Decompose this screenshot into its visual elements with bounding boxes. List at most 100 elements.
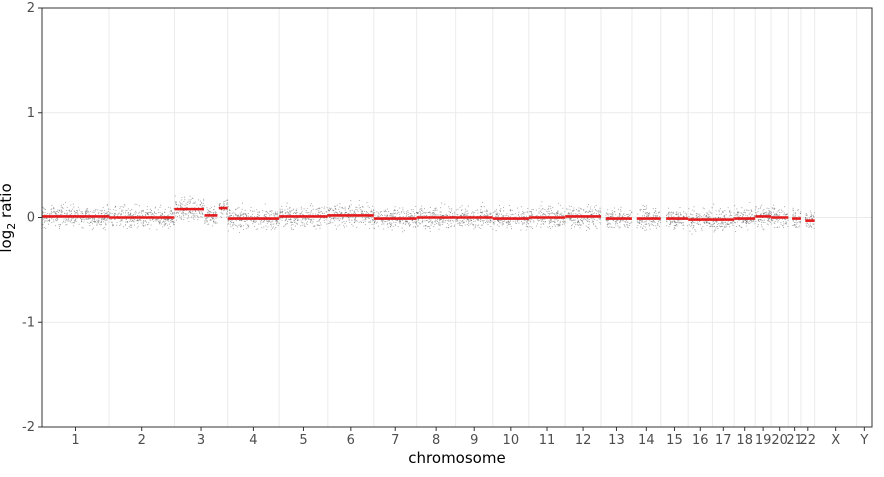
data-point [157, 219, 159, 221]
data-point [439, 225, 441, 227]
data-point [656, 216, 658, 218]
data-point [323, 212, 325, 214]
data-point [557, 225, 559, 227]
data-point [795, 225, 798, 227]
data-point [464, 224, 466, 226]
data-point [600, 223, 602, 225]
data-point [466, 213, 468, 215]
data-point [782, 221, 785, 223]
data-point [229, 216, 231, 218]
data-point [451, 213, 454, 215]
data-point [575, 224, 577, 226]
data-point [296, 223, 299, 225]
data-point [318, 225, 321, 227]
data-point [179, 210, 181, 212]
data-point [439, 222, 441, 224]
x-tick-label-chrX: X [831, 433, 840, 448]
data-point [487, 214, 489, 216]
data-point [640, 208, 642, 210]
data-point [564, 222, 566, 224]
data-point [453, 211, 456, 213]
data-point [623, 224, 625, 226]
data-point [579, 218, 582, 220]
data-point [357, 210, 359, 212]
data-point [760, 219, 762, 221]
data-point [292, 209, 294, 211]
data-point [708, 210, 710, 212]
data-point [184, 199, 186, 201]
data-point [50, 213, 52, 215]
data-point [703, 221, 705, 223]
data-point [317, 224, 319, 226]
data-point [551, 218, 553, 220]
data-point [398, 211, 400, 213]
data-point [451, 208, 453, 210]
data-point [606, 213, 608, 215]
data-point [362, 219, 364, 221]
data-point [592, 213, 594, 215]
axis-ticks [38, 7, 865, 431]
data-point [501, 213, 503, 215]
data-point [179, 204, 181, 206]
data-point [329, 222, 331, 224]
data-point [773, 215, 775, 217]
data-point [318, 210, 320, 212]
data-point [548, 208, 550, 210]
data-point [209, 207, 211, 210]
data-point [128, 225, 130, 228]
data-point [80, 217, 82, 219]
data-point [194, 215, 196, 217]
data-point [326, 207, 328, 209]
data-point [812, 214, 814, 216]
data-point [115, 209, 117, 211]
data-point [169, 207, 172, 209]
data-point [721, 220, 723, 222]
data-point [583, 218, 585, 220]
data-point [614, 226, 616, 229]
data-point [140, 222, 142, 224]
data-point [132, 220, 134, 222]
x-tick-label-chr1: 1 [71, 433, 79, 448]
data-point [421, 205, 423, 207]
data-point [171, 212, 174, 214]
data-point [438, 222, 440, 224]
data-point [423, 214, 425, 216]
data-point [785, 223, 787, 225]
data-point [92, 227, 94, 229]
data-point [57, 209, 59, 211]
data-point [731, 221, 733, 224]
data-point [774, 226, 776, 229]
data-point [291, 221, 293, 223]
data-point [88, 212, 90, 214]
data-point [540, 220, 542, 222]
data-point [574, 222, 576, 224]
data-point [414, 221, 416, 223]
data-point [423, 225, 425, 227]
data-point [620, 209, 622, 211]
data-point [213, 221, 215, 223]
data-point [771, 219, 773, 221]
data-point [776, 218, 778, 220]
data-point [578, 210, 580, 212]
data-point [114, 212, 116, 215]
data-point [166, 219, 168, 221]
data-point [166, 215, 169, 217]
data-point [58, 224, 60, 226]
data-point [527, 223, 530, 225]
data-point [760, 206, 762, 208]
data-point [140, 219, 142, 221]
data-point [783, 218, 786, 220]
data-point [153, 220, 155, 223]
data-point [131, 214, 133, 216]
data-point [314, 225, 316, 227]
data-point [568, 211, 570, 214]
data-point [181, 211, 183, 213]
data-point [271, 221, 273, 223]
data-point [446, 219, 448, 221]
data-point [551, 209, 553, 212]
data-point [622, 216, 624, 218]
data-point [47, 223, 50, 225]
data-point [505, 222, 507, 224]
data-point [471, 223, 473, 225]
data-point [655, 212, 657, 214]
